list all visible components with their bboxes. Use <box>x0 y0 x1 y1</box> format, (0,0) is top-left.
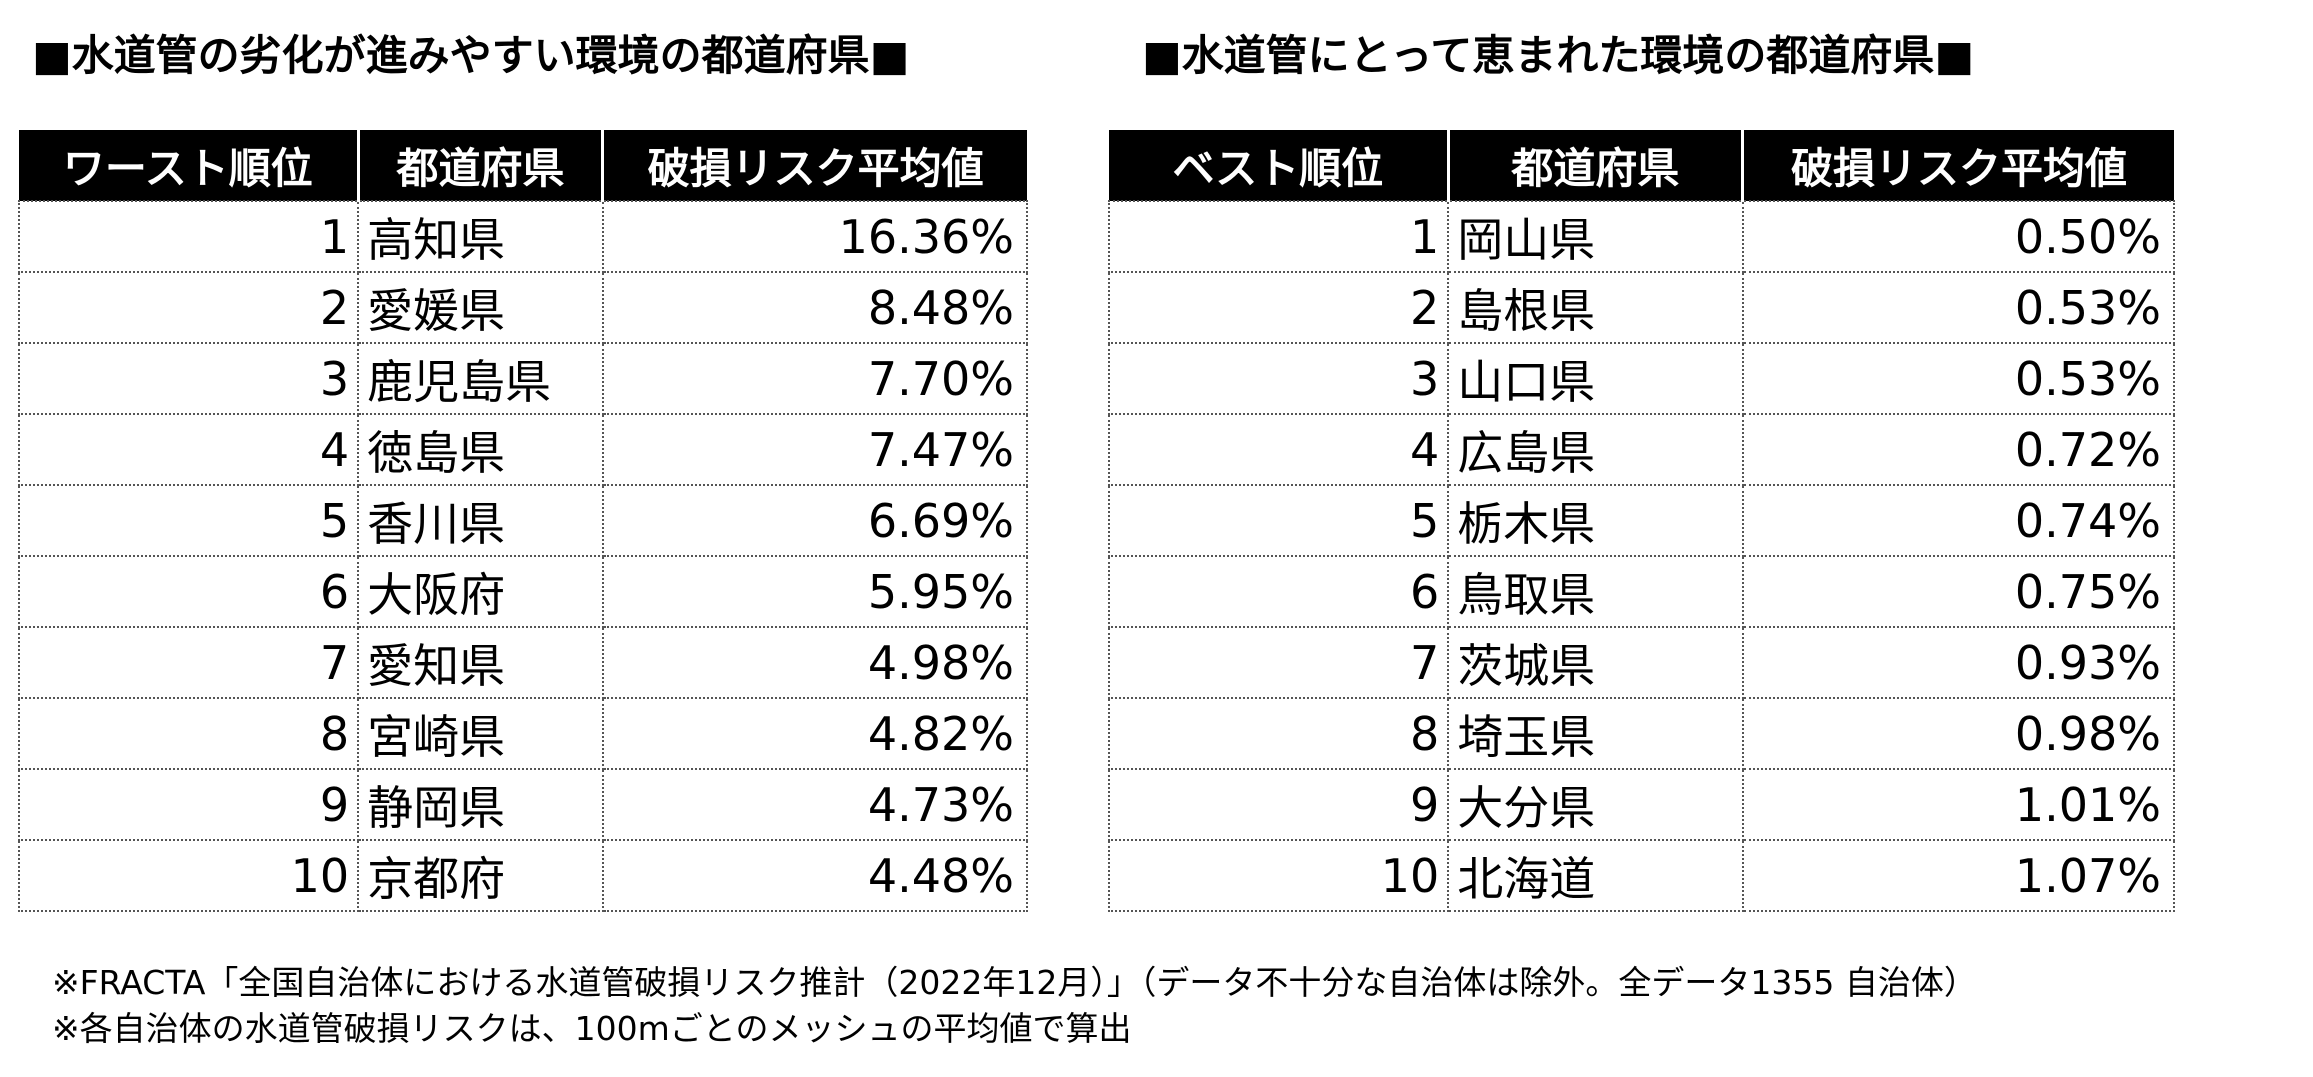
risk-value-cell: 0.98% <box>1741 697 2176 770</box>
risk-value-cell: 1.01% <box>1741 768 2176 841</box>
risk-value-cell: 0.53% <box>1741 271 2176 344</box>
rank-cell: 1 <box>1107 200 1450 273</box>
prefecture-cell: 埼玉県 <box>1447 697 1744 770</box>
rank-cell: 7 <box>17 626 360 699</box>
column-header-risk: 破損リスク平均値 <box>601 130 1027 201</box>
prefecture-cell: 大分県 <box>1447 768 1744 841</box>
rank-cell: 2 <box>1107 271 1450 344</box>
table-row: 1 岡山県 0.50% <box>1107 200 2176 273</box>
rank-cell: 5 <box>1107 484 1450 557</box>
best-ranking-table: ベスト順位 都道府県 破損リスク平均値 1 岡山県 0.50% 2 島根県 0.53% 3 山… <box>1107 130 2176 912</box>
prefecture-cell: 香川県 <box>357 484 604 557</box>
prefecture-cell: 愛媛県 <box>357 271 604 344</box>
rank-cell: 4 <box>1107 413 1450 486</box>
table-row: 3 山口県 0.53% <box>1107 342 2176 415</box>
risk-value-cell: 4.48% <box>601 839 1029 912</box>
prefecture-cell: 鹿児島県 <box>357 342 604 415</box>
prefecture-cell: 大阪府 <box>357 555 604 628</box>
table-row: 6 大阪府 5.95% <box>17 555 1029 628</box>
prefecture-cell: 広島県 <box>1447 413 1744 486</box>
best-table-body: 1 岡山県 0.50% 2 島根県 0.53% 3 山口県 0.53% 4 広島県 0.72% 5 栃木県… <box>1107 200 2176 912</box>
risk-value-cell: 8.48% <box>601 271 1029 344</box>
rank-cell: 3 <box>1107 342 1450 415</box>
table-row: 8 埼玉県 0.98% <box>1107 697 2176 770</box>
prefecture-cell: 愛知県 <box>357 626 604 699</box>
prefecture-cell: 岡山県 <box>1447 200 1744 273</box>
prefecture-cell: 徳島県 <box>357 413 604 486</box>
risk-value-cell: 6.69% <box>601 484 1029 557</box>
table-header-row: ベスト順位 都道府県 破損リスク平均値 <box>1109 130 2174 201</box>
column-header-prefecture: 都道府県 <box>1446 130 1743 201</box>
prefecture-cell: 山口県 <box>1447 342 1744 415</box>
table-row: 10 京都府 4.48% <box>17 839 1029 912</box>
rank-cell: 10 <box>1107 839 1450 912</box>
worst-ranking-title: ■水道管の劣化が進みやすい環境の都道府県■ <box>32 31 910 80</box>
rank-cell: 10 <box>17 839 360 912</box>
worst-table-body: 1 高知県 16.36% 2 愛媛県 8.48% 3 鹿児島県 7.70% 4 徳島県 7.47% 5 香… <box>17 200 1029 912</box>
prefecture-cell: 京都府 <box>357 839 604 912</box>
risk-value-cell: 0.50% <box>1741 200 2176 273</box>
best-ranking-title: ■水道管にとって恵まれた環境の都道府県■ <box>1142 31 1975 80</box>
table-row: 9 大分県 1.01% <box>1107 768 2176 841</box>
risk-value-cell: 7.70% <box>601 342 1029 415</box>
worst-ranking-table: ワースト順位 都道府県 破損リスク平均値 1 高知県 16.36% 2 愛媛県 8.48%… <box>17 130 1029 912</box>
table-row: 2 愛媛県 8.48% <box>17 271 1029 344</box>
prefecture-cell: 高知県 <box>357 200 604 273</box>
column-header-rank: ワースト順位 <box>19 130 359 201</box>
table-row: 6 鳥取県 0.75% <box>1107 555 2176 628</box>
risk-value-cell: 0.72% <box>1741 413 2176 486</box>
prefecture-cell: 北海道 <box>1447 839 1744 912</box>
footnotes: ※FRACTA「全国自治体における水道管破損リスク推計（2022年12月）」（デ… <box>52 960 1977 1052</box>
table-row: 7 愛知県 4.98% <box>17 626 1029 699</box>
risk-value-cell: 5.95% <box>601 555 1029 628</box>
rank-cell: 9 <box>17 768 360 841</box>
table-row: 4 広島県 0.72% <box>1107 413 2176 486</box>
table-row: 10 北海道 1.07% <box>1107 839 2176 912</box>
table-row: 4 徳島県 7.47% <box>17 413 1029 486</box>
risk-value-cell: 4.82% <box>601 697 1029 770</box>
rank-cell: 1 <box>17 200 360 273</box>
rank-cell: 6 <box>1107 555 1450 628</box>
rank-cell: 6 <box>17 555 360 628</box>
prefecture-cell: 宮崎県 <box>357 697 604 770</box>
risk-value-cell: 4.98% <box>601 626 1029 699</box>
prefecture-cell: 静岡県 <box>357 768 604 841</box>
risk-value-cell: 16.36% <box>601 200 1029 273</box>
table-row: 8 宮崎県 4.82% <box>17 697 1029 770</box>
risk-value-cell: 7.47% <box>601 413 1029 486</box>
rank-cell: 8 <box>17 697 360 770</box>
table-row: 3 鹿児島県 7.70% <box>17 342 1029 415</box>
footnote-method: ※各自治体の水道管破損リスクは、100mごとのメッシュの平均値で算出 <box>52 1009 1132 1048</box>
table-row: 2 島根県 0.53% <box>1107 271 2176 344</box>
prefecture-cell: 鳥取県 <box>1447 555 1744 628</box>
column-header-rank: ベスト順位 <box>1109 130 1449 201</box>
risk-value-cell: 4.73% <box>601 768 1029 841</box>
rank-cell: 7 <box>1107 626 1450 699</box>
footnote-source: ※FRACTA「全国自治体における水道管破損リスク推計（2022年12月）」（デ… <box>52 963 1977 1002</box>
risk-value-cell: 0.74% <box>1741 484 2176 557</box>
rank-cell: 4 <box>17 413 360 486</box>
rank-cell: 2 <box>17 271 360 344</box>
column-header-prefecture: 都道府県 <box>356 130 603 201</box>
table-row: 5 栃木県 0.74% <box>1107 484 2176 557</box>
prefecture-cell: 島根県 <box>1447 271 1744 344</box>
table-header-row: ワースト順位 都道府県 破損リスク平均値 <box>19 130 1027 201</box>
rank-cell: 3 <box>17 342 360 415</box>
risk-value-cell: 1.07% <box>1741 839 2176 912</box>
table-row: 1 高知県 16.36% <box>17 200 1029 273</box>
rank-cell: 9 <box>1107 768 1450 841</box>
table-row: 7 茨城県 0.93% <box>1107 626 2176 699</box>
prefecture-cell: 茨城県 <box>1447 626 1744 699</box>
rank-cell: 8 <box>1107 697 1450 770</box>
rank-cell: 5 <box>17 484 360 557</box>
column-header-risk: 破損リスク平均値 <box>1741 130 2174 201</box>
risk-value-cell: 0.75% <box>1741 555 2176 628</box>
prefecture-cell: 栃木県 <box>1447 484 1744 557</box>
risk-value-cell: 0.93% <box>1741 626 2176 699</box>
table-row: 9 静岡県 4.73% <box>17 768 1029 841</box>
table-row: 5 香川県 6.69% <box>17 484 1029 557</box>
risk-value-cell: 0.53% <box>1741 342 2176 415</box>
